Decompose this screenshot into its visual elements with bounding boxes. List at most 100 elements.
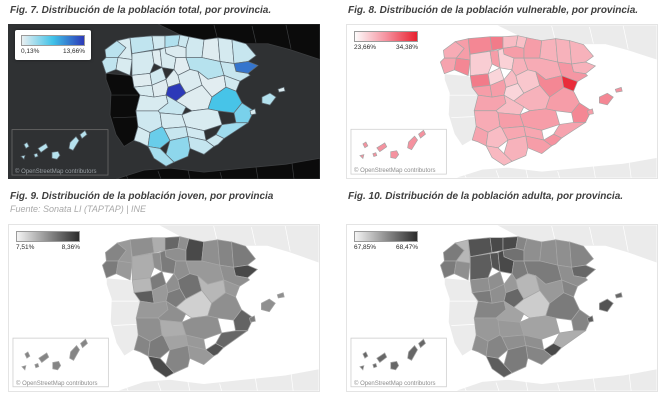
province-ibiza[interactable] xyxy=(587,108,594,116)
canary-island[interactable] xyxy=(68,136,80,151)
province-ourense[interactable] xyxy=(453,57,471,77)
province-lleida[interactable] xyxy=(217,239,234,268)
province-zamora[interactable] xyxy=(469,277,491,294)
province-navarra[interactable] xyxy=(185,238,205,262)
province-alicante[interactable] xyxy=(233,102,255,124)
spain-provinces xyxy=(101,236,285,378)
province-mallorca[interactable] xyxy=(261,92,277,106)
map-canvas[interactable] xyxy=(347,25,657,178)
canary-island[interactable] xyxy=(362,141,369,149)
province-ibiza[interactable] xyxy=(587,315,594,323)
canary-island[interactable] xyxy=(24,351,31,359)
fig7-map[interactable]: 0,13% 13,66% © OpenStreetMap contributor… xyxy=(8,24,320,179)
canary-island[interactable] xyxy=(52,360,62,371)
canary-island[interactable] xyxy=(372,152,378,157)
province-almeria[interactable] xyxy=(205,134,225,147)
province-ibiza[interactable] xyxy=(249,315,256,323)
province-menorca[interactable] xyxy=(276,292,285,299)
province-mallorca[interactable] xyxy=(261,298,276,313)
canary-island[interactable] xyxy=(23,141,30,149)
canary-island[interactable] xyxy=(376,142,388,153)
canary-island[interactable] xyxy=(407,135,418,151)
canary-island[interactable] xyxy=(418,338,426,349)
canary-island[interactable] xyxy=(80,338,88,349)
province-leon[interactable] xyxy=(469,50,493,77)
canary-island[interactable] xyxy=(51,150,61,160)
fig8-map[interactable]: 23,66% 34,38% © OpenStreetMap contributo… xyxy=(346,24,658,179)
province-girona[interactable] xyxy=(569,241,594,268)
province-navarra[interactable] xyxy=(523,238,543,262)
canary-island[interactable] xyxy=(69,344,80,361)
province-lleida[interactable] xyxy=(217,37,235,64)
map-canvas[interactable] xyxy=(347,225,657,391)
legend-min-label: 23,66% xyxy=(354,44,377,51)
province-navarra[interactable] xyxy=(185,36,205,58)
canary-island[interactable] xyxy=(359,365,365,371)
province-ourense[interactable] xyxy=(115,57,133,76)
province-leon[interactable] xyxy=(469,253,493,281)
canary-island[interactable] xyxy=(376,352,388,363)
province-ibiza[interactable] xyxy=(249,108,257,116)
canary-island[interactable] xyxy=(359,154,365,160)
province-lleida[interactable] xyxy=(555,239,572,268)
canary-island[interactable] xyxy=(390,360,400,371)
province-mallorca[interactable] xyxy=(599,92,614,106)
map-canvas[interactable] xyxy=(9,225,319,391)
province-cantabria[interactable] xyxy=(151,237,166,253)
canary-island[interactable] xyxy=(37,142,49,153)
province-cantabria[interactable] xyxy=(151,35,166,51)
province-ourense[interactable] xyxy=(453,260,471,281)
canary-island[interactable] xyxy=(362,351,369,359)
province-zamora[interactable] xyxy=(469,73,491,88)
canary-island[interactable] xyxy=(79,130,88,140)
province-girona[interactable] xyxy=(569,40,594,65)
province-cantabria[interactable] xyxy=(489,36,504,51)
province-menorca[interactable] xyxy=(614,86,623,93)
province-zamora[interactable] xyxy=(131,72,153,88)
province-navarra[interactable] xyxy=(523,37,543,59)
province-girona[interactable] xyxy=(231,241,256,268)
osm-attribution[interactable]: © OpenStreetMap contributors xyxy=(15,169,97,175)
canary-island[interactable] xyxy=(34,363,40,369)
osm-attribution[interactable]: © OpenStreetMap contributors xyxy=(354,168,436,174)
fig9-map[interactable]: 7,51% 8,36% © OpenStreetMap contributors xyxy=(8,224,320,392)
canary-island[interactable] xyxy=(372,363,378,369)
province-almeria[interactable] xyxy=(205,342,225,357)
province-cadiz[interactable] xyxy=(485,355,513,378)
province-cadiz[interactable] xyxy=(147,355,175,378)
osm-attribution[interactable]: © OpenStreetMap contributors xyxy=(354,381,436,387)
province-girona[interactable] xyxy=(231,39,257,64)
province-almeria[interactable] xyxy=(543,133,563,147)
province-alicante[interactable] xyxy=(571,309,592,332)
portugal-borders xyxy=(111,300,139,326)
province-menorca[interactable] xyxy=(277,86,286,93)
province-cadiz[interactable] xyxy=(147,145,175,167)
fig10-map[interactable]: 67,85% 68,47% © OpenStreetMap contributo… xyxy=(346,224,658,392)
canary-island[interactable] xyxy=(418,129,426,139)
map-canvas[interactable] xyxy=(8,24,320,179)
fig9-legend: 7,51% 8,36% xyxy=(16,231,80,251)
canary-island[interactable] xyxy=(33,152,39,158)
province-cantabria[interactable] xyxy=(489,237,504,253)
province-alicante[interactable] xyxy=(571,102,592,123)
spain-provinces xyxy=(439,236,623,378)
province-alicante[interactable] xyxy=(233,309,254,332)
province-mallorca[interactable] xyxy=(599,298,614,313)
province-menorca[interactable] xyxy=(614,292,623,299)
legend-gradient xyxy=(21,35,85,46)
canary-island[interactable] xyxy=(407,344,418,361)
africa-borders xyxy=(125,163,295,179)
canary-island[interactable] xyxy=(390,150,400,159)
canary-island[interactable] xyxy=(38,352,50,363)
osm-attribution[interactable]: © OpenStreetMap contributors xyxy=(16,381,98,387)
province-ourense[interactable] xyxy=(115,260,133,281)
africa-land xyxy=(115,157,320,179)
canary-island[interactable] xyxy=(21,365,27,371)
province-zamora[interactable] xyxy=(131,277,153,294)
province-leon[interactable] xyxy=(131,253,155,281)
province-leon[interactable] xyxy=(131,50,155,76)
canary-island[interactable] xyxy=(20,154,26,160)
province-cadiz[interactable] xyxy=(485,145,513,166)
province-lleida[interactable] xyxy=(555,38,572,65)
province-almeria[interactable] xyxy=(543,342,563,357)
